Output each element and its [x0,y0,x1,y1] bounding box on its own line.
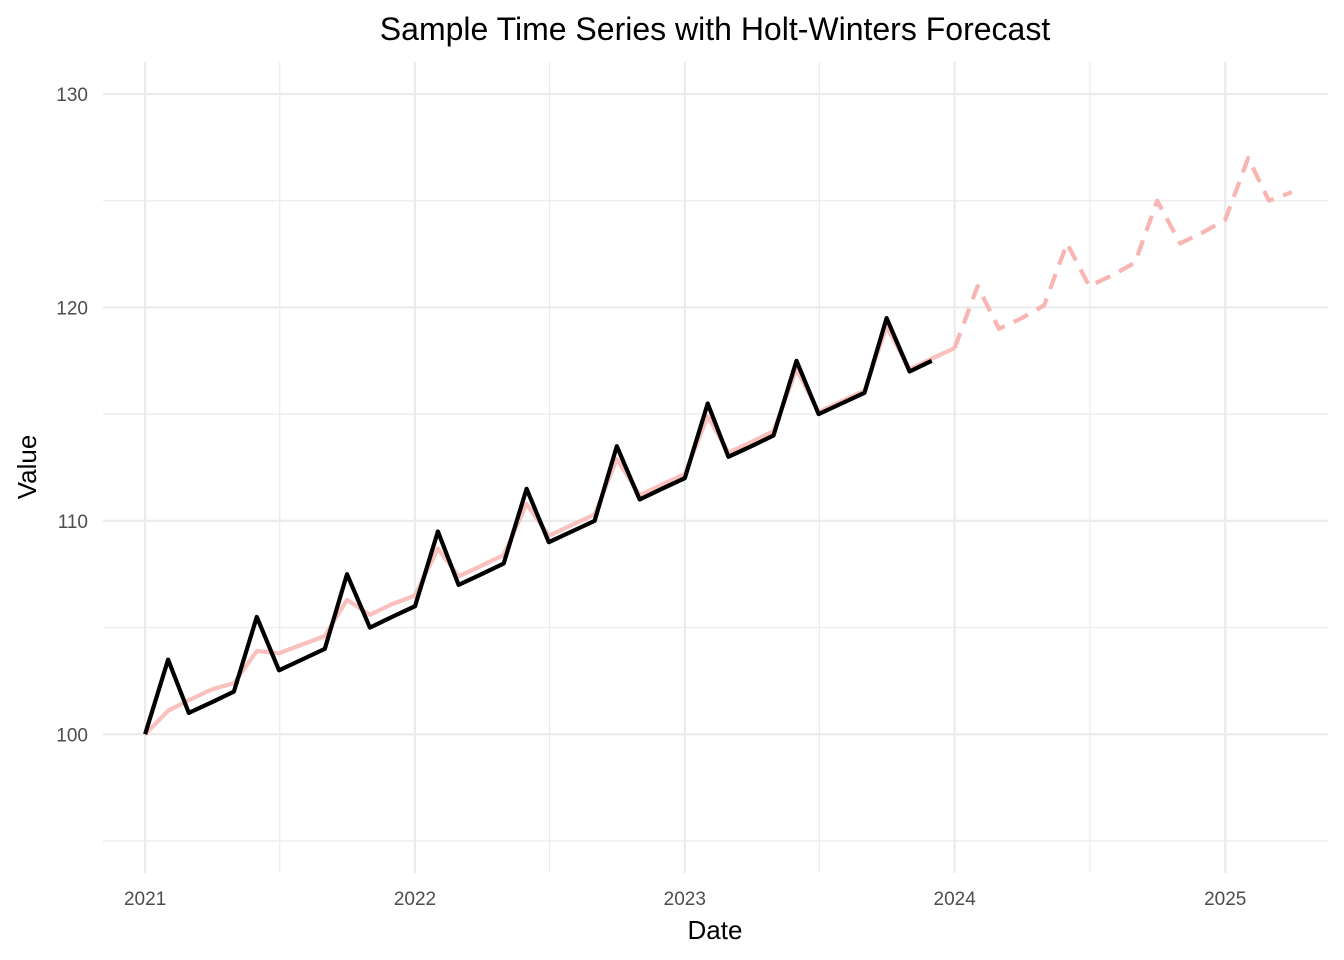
y-tick-label: 120 [56,298,88,319]
x-tick-labels: 2021 2022 2023 2024 2025 [124,889,1246,910]
observed-series-line [143,316,933,735]
y-tick-label: 110 [58,512,88,533]
chart-title: Sample Time Series with Holt-Winters For… [380,11,1051,47]
y-tick-labels: 100 110 120 130 [56,85,88,746]
y-tick-label: 130 [56,85,88,106]
minor-gridlines [103,62,1328,873]
y-axis-label: Value [12,435,42,500]
y-tick-label: 100 [56,725,88,746]
major-gridlines [103,62,1328,873]
x-tick-label: 2025 [1204,889,1246,910]
forecast-series-line [952,155,1293,349]
x-axis-label: Date [688,915,743,945]
x-tick-label: 2022 [394,889,436,910]
series-lines [143,155,1293,736]
x-tick-label: 2024 [934,889,977,910]
x-tick-label: 2023 [664,889,706,910]
x-tick-label: 2021 [124,889,166,910]
